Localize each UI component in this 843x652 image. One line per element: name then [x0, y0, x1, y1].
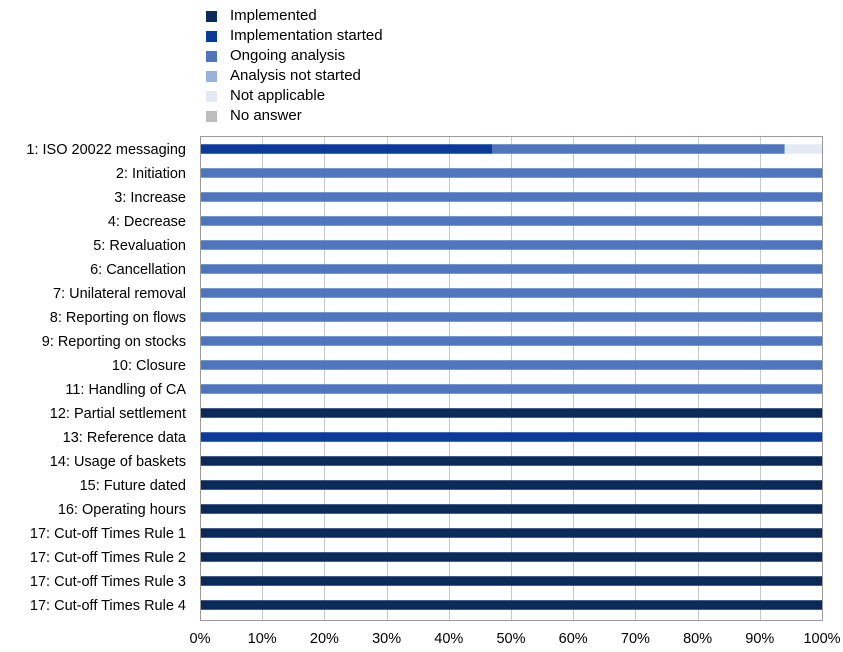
legend-item-implemented: Implemented [206, 6, 383, 26]
category-label: 5: Revaluation [93, 238, 186, 254]
bar-segment-implemented [200, 600, 822, 610]
legend-swatch [206, 90, 217, 102]
category-labels: 1: ISO 20022 messaging 2: Initiation 3: In… [26, 142, 187, 614]
bar-segment-implemented [200, 576, 822, 586]
legend: Implemented Implementation started Ongoing… [206, 6, 383, 126]
legend-swatch [206, 50, 217, 62]
legend-label: Implementation started [230, 27, 383, 44]
legend-item-no-answer: No answer [206, 106, 383, 126]
category-label: 17: Cut-off Times Rule 4 [30, 598, 186, 614]
category-label: 9: Reporting on stocks [42, 334, 186, 350]
legend-label: No answer [230, 107, 302, 124]
legend-swatch [206, 30, 217, 42]
legend-label: Analysis not started [230, 67, 361, 84]
legend-item-not-applicable: Not applicable [206, 86, 383, 106]
x-tick-label: 60% [559, 631, 588, 647]
legend-label: Ongoing analysis [230, 47, 346, 64]
bar-segment-ongoing-analysis [200, 312, 822, 322]
bar-segment-ongoing-analysis [200, 240, 822, 250]
category-label: 10: Closure [112, 358, 186, 374]
legend-label: Not applicable [230, 87, 326, 104]
category-label: 7: Unilateral removal [53, 286, 186, 302]
legend-swatch [206, 10, 217, 22]
category-label: 8: Reporting on flows [50, 310, 186, 326]
bar-segment-ongoing-analysis [200, 216, 822, 226]
x-tick-label: 10% [248, 631, 277, 647]
legend-swatch [206, 70, 217, 82]
x-tick-labels: 0% 10% 20% 30% 40% 50% 60% 70% 80% 90% 100% [190, 631, 841, 647]
bar-segment-ongoing-analysis [200, 192, 822, 202]
category-label: 17: Cut-off Times Rule 1 [30, 526, 186, 542]
category-label: 12: Partial settlement [50, 406, 186, 422]
category-label: 11: Handling of CA [65, 382, 186, 398]
bars [200, 144, 822, 610]
bar-segment-implemented [200, 456, 822, 466]
category-label: 15: Future dated [80, 478, 186, 494]
bar-segment-ongoing-analysis [200, 384, 822, 394]
category-label: 13: Reference data [63, 430, 187, 446]
x-tick-label: 70% [621, 631, 650, 647]
x-tick-label: 50% [496, 631, 525, 647]
grid [200, 136, 823, 620]
bar-segment-ongoing-analysis [200, 360, 822, 370]
bar-segment-implementation-started [200, 432, 822, 442]
x-tick-label: 90% [745, 631, 774, 647]
category-label: 1: ISO 20022 messaging [26, 142, 186, 158]
category-label: 2: Initiation [116, 166, 186, 182]
bar-segment-ongoing-analysis [492, 144, 785, 154]
x-tick-label: 40% [434, 631, 463, 647]
x-tick-label: 80% [683, 631, 712, 647]
bar-segment-ongoing-analysis [200, 264, 822, 274]
x-tick-label: 0% [190, 631, 211, 647]
legend-label: Implemented [230, 7, 317, 24]
legend-item-analysis-not-started: Analysis not started [206, 66, 383, 86]
legend-item-ongoing-analysis: Ongoing analysis [206, 46, 383, 66]
plot-border [200, 136, 823, 621]
bar-segment-ongoing-analysis [200, 168, 822, 178]
bar-segment-implemented [200, 528, 822, 538]
bar-segment-ongoing-analysis [200, 336, 822, 346]
legend-item-implementation-started: Implementation started [206, 26, 383, 46]
category-label: 17: Cut-off Times Rule 2 [30, 550, 186, 566]
bar-segment-implemented [200, 552, 822, 562]
legend-swatch [206, 110, 217, 122]
x-tick-label: 20% [310, 631, 339, 647]
bar-segment-implemented [200, 504, 822, 514]
plot-frame [200, 136, 823, 621]
bar-segment-implemented [200, 480, 822, 490]
bar-segment-implemented [200, 408, 822, 418]
category-label: 6: Cancellation [90, 262, 186, 278]
category-label: 4: Decrease [108, 214, 186, 230]
category-label: 3: Increase [114, 190, 186, 206]
x-tick-label: 30% [372, 631, 401, 647]
bar-segment-ongoing-analysis [200, 288, 822, 298]
bar-segment-not-applicable [784, 144, 822, 154]
bar-segment-implementation-started [200, 144, 493, 154]
x-tick-label: 100% [803, 631, 840, 647]
category-label: 16: Operating hours [58, 502, 186, 518]
category-label: 17: Cut-off Times Rule 3 [30, 574, 186, 590]
category-label: 14: Usage of baskets [50, 454, 186, 470]
